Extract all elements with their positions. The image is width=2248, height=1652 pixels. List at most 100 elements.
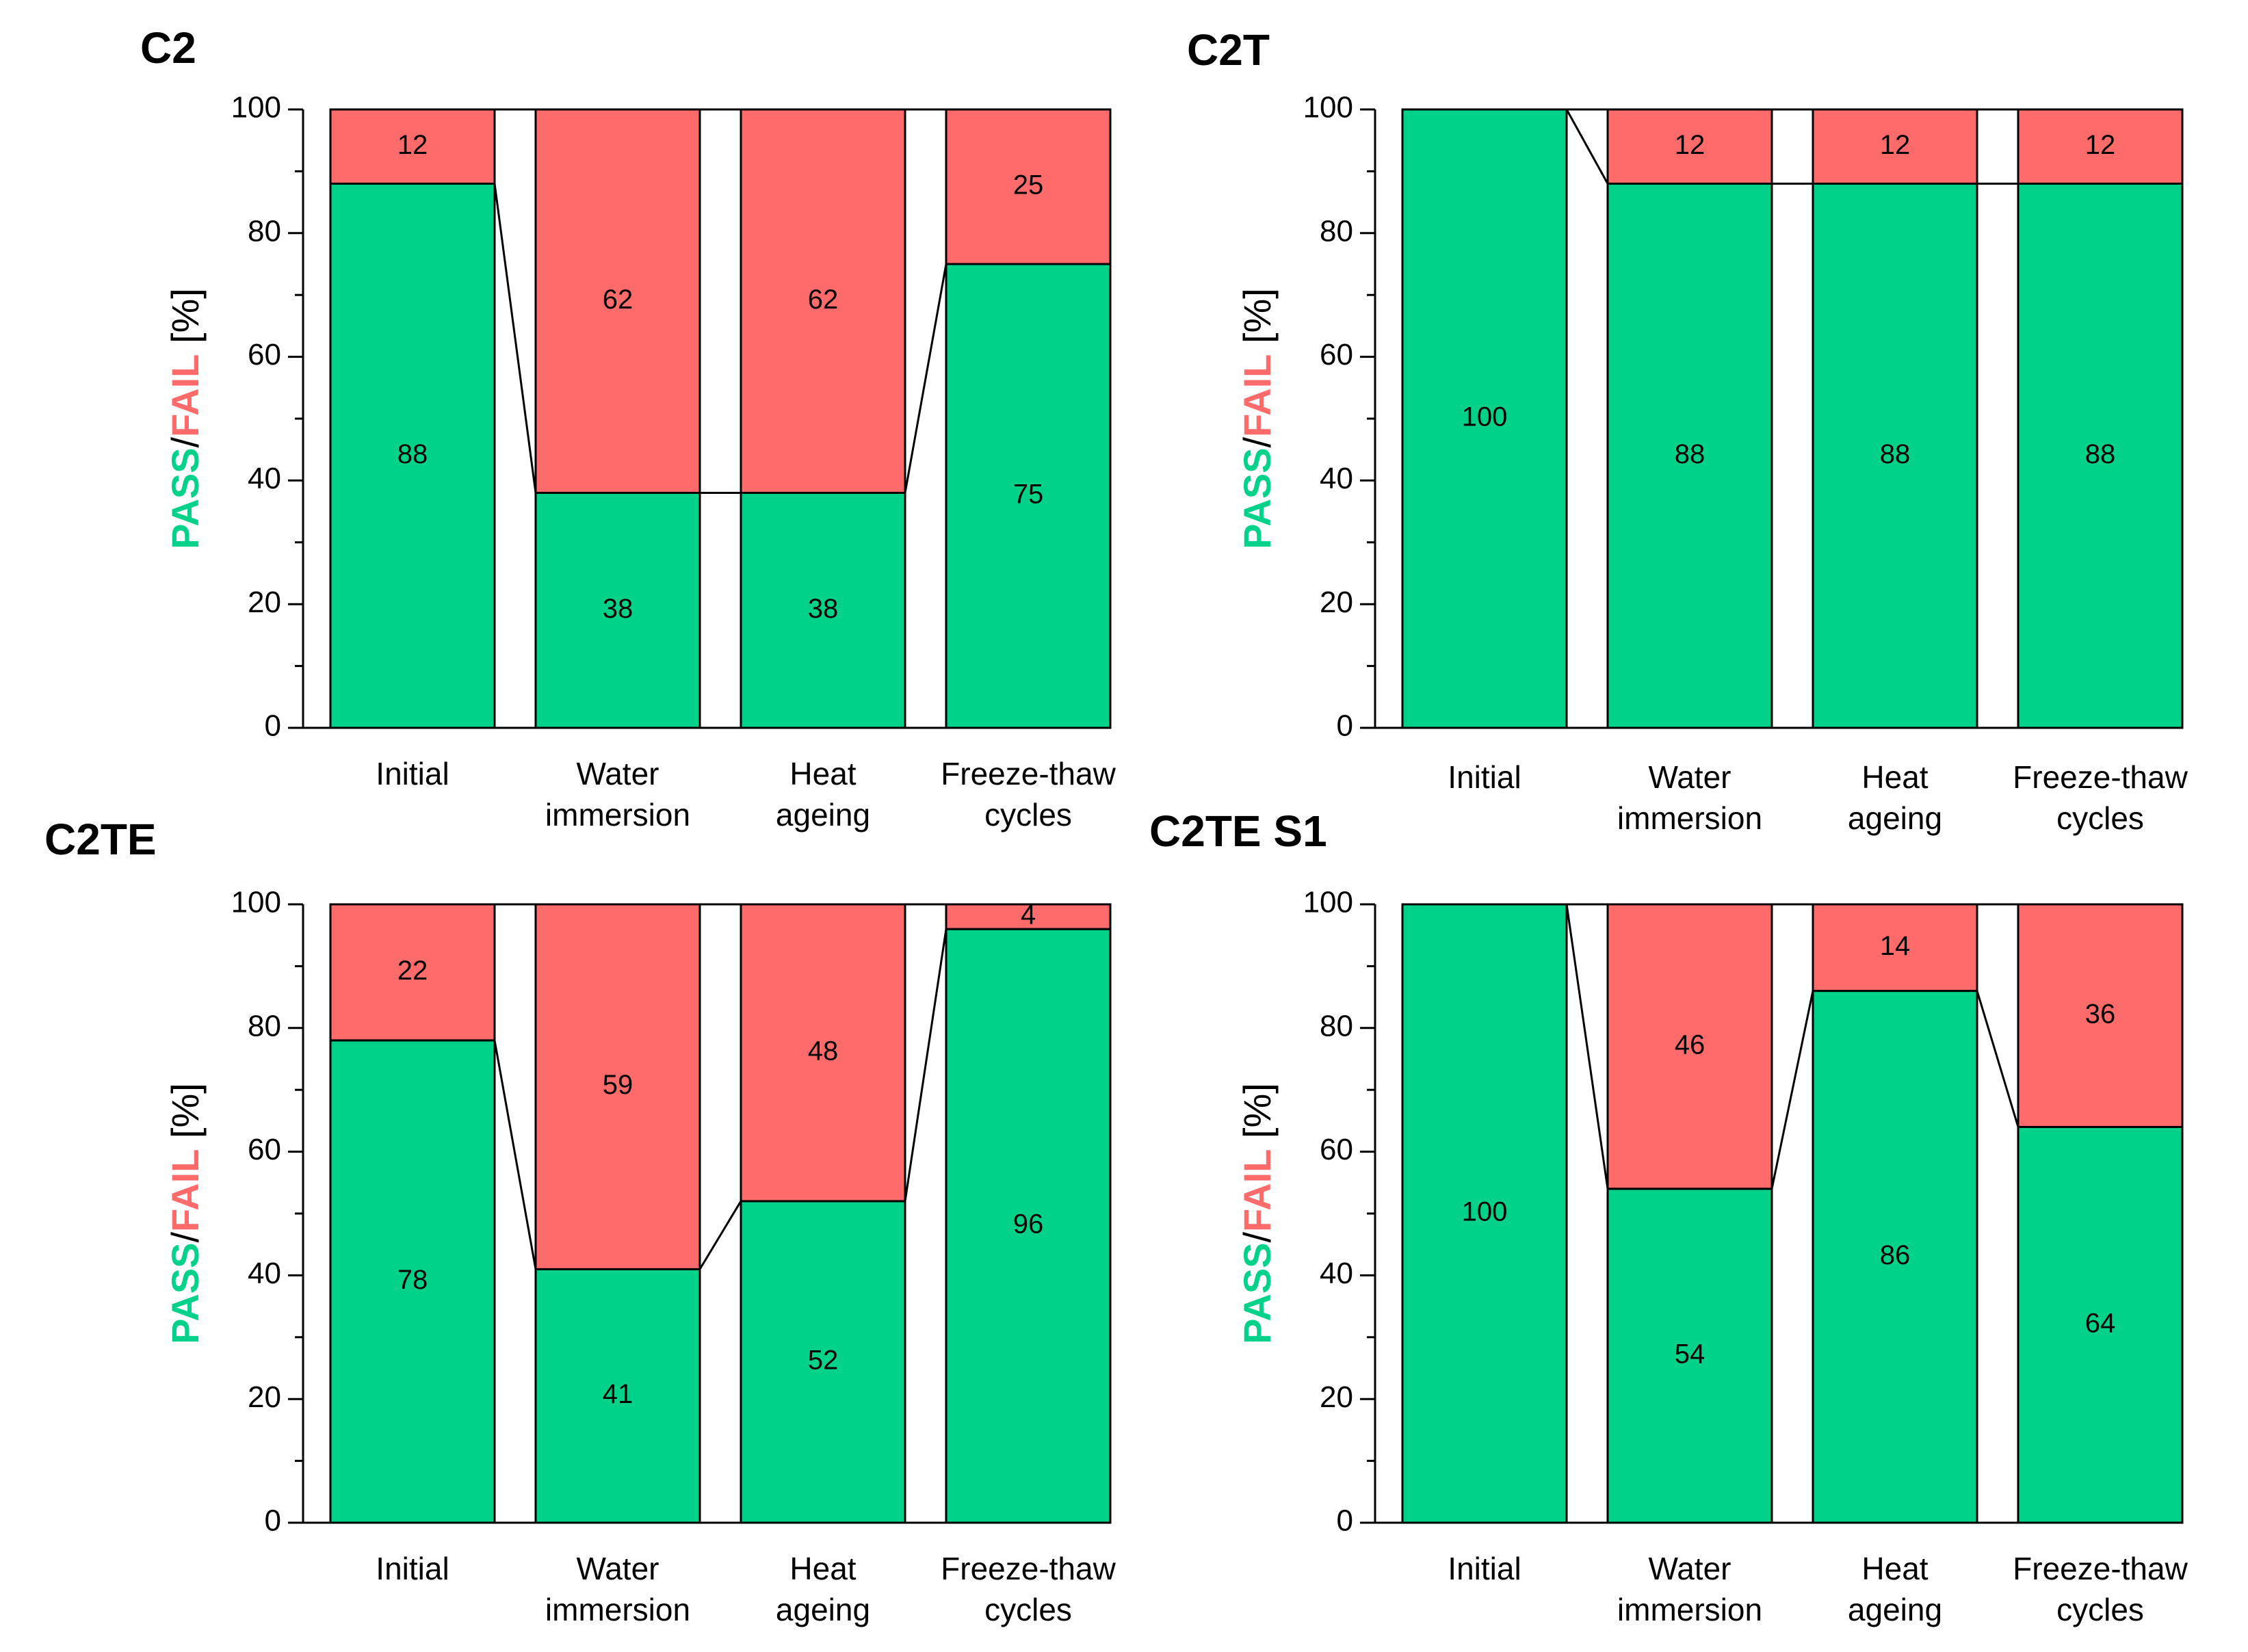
bar-label-pass: 88: [1880, 439, 1911, 469]
bar-label-pass: 38: [603, 594, 633, 624]
ylabel-fail: FAIL: [164, 354, 207, 437]
bar-label-pass: 38: [808, 594, 839, 624]
bar-pass: [329, 182, 496, 729]
y-tick-label: 40: [1320, 1257, 1353, 1290]
bar-pass: [1812, 182, 1978, 729]
connector-line: [904, 928, 947, 1202]
bar-label-fail: 22: [397, 956, 428, 986]
bar-label-fail: 46: [1675, 1030, 1705, 1060]
category-label: Initial: [1448, 1551, 1521, 1586]
panel-title: C2TE: [44, 815, 157, 864]
chart-panel-2: C2T PASS/FAIL [%] 100 Initial 88 12 Water immer…: [1187, 25, 2188, 836]
bar-pass: [2017, 182, 2184, 729]
y-axis-label: PASS/FAIL [%]: [1236, 1083, 1279, 1344]
y-tick-label: 100: [231, 886, 281, 919]
y-tick-label: 0: [265, 1504, 281, 1538]
chart-panel-3: C2TE PASS/FAIL [%] 78 22 Initial 41 59 Water imm…: [44, 815, 1116, 1627]
y-tick-label: 80: [248, 214, 281, 248]
bar-fail: [534, 903, 701, 1270]
bar-label-fail: 12: [397, 130, 428, 160]
ylabel-unit: [%]: [164, 288, 207, 354]
bar-pass: [740, 491, 906, 729]
bar-label-fail: 62: [808, 285, 839, 315]
bar-label-fail: 14: [1880, 931, 1911, 961]
bar-label-pass: 88: [2085, 439, 2116, 469]
category-label: Heat: [1861, 1551, 1928, 1586]
bar-label-fail: 4: [1021, 900, 1036, 930]
panel-title: C2: [140, 23, 196, 73]
y-tick-label: 100: [1303, 91, 1353, 124]
connector-line: [698, 1201, 742, 1270]
y-tick-label: 60: [1320, 338, 1353, 371]
y-tick-label: 20: [1320, 1380, 1353, 1414]
connector-line: [904, 263, 947, 493]
ylabel-pass: PASS: [1236, 448, 1279, 549]
bar-pass: [534, 1268, 701, 1524]
chart-panel-4: C2TE S1 PASS/FAIL [%] 100 Initial 54 46 Water i…: [1149, 807, 2188, 1627]
ylabel-fail: FAIL: [1236, 354, 1279, 437]
category-label: Initial: [376, 1551, 449, 1586]
bar-fail: [1606, 903, 1773, 1190]
category-label: ageing: [1848, 800, 1942, 836]
category-label: Freeze-thaw: [2013, 1551, 2188, 1586]
connector-line: [1976, 991, 2020, 1127]
category-label: cycles: [2056, 800, 2144, 836]
bar-label-fail: 12: [1880, 130, 1911, 160]
bar-fail: [2017, 903, 2184, 1128]
y-tick-label: 80: [248, 1009, 281, 1043]
category-label: immersion: [1617, 800, 1762, 836]
bar-fail: [329, 903, 496, 1042]
category-label: Initial: [1448, 759, 1521, 795]
y-tick-label: 40: [248, 1257, 281, 1290]
y-tick-label: 0: [1337, 709, 1353, 743]
bar-label-pass: 96: [1013, 1209, 1044, 1240]
ylabel-unit: [%]: [1236, 288, 1279, 354]
bar-fail: [740, 903, 906, 1203]
category-label: ageing: [1848, 1592, 1942, 1627]
bar-label-fail: 36: [2085, 999, 2116, 1029]
panel-title: C2TE S1: [1149, 807, 1327, 856]
y-tick-label: 80: [1320, 1009, 1353, 1043]
bar-label-fail: 48: [808, 1036, 839, 1066]
category-label: cycles: [984, 1592, 1072, 1627]
category-label: ageing: [776, 797, 870, 832]
category-label: immersion: [545, 1592, 690, 1627]
y-tick-label: 20: [1320, 586, 1353, 619]
bar-fail: [740, 108, 906, 494]
bar-label-pass: 52: [808, 1346, 839, 1376]
category-label: Freeze-thaw: [941, 1551, 1116, 1586]
bar-pass: [1812, 990, 1978, 1524]
ylabel-unit: [%]: [164, 1083, 207, 1149]
bar-label-pass: 100: [1462, 1197, 1508, 1227]
bar-label-fail: 62: [603, 285, 633, 315]
y-tick-label: 0: [1337, 1504, 1353, 1538]
bar-label-fail: 12: [2085, 130, 2116, 160]
ylabel-sep: /: [164, 437, 207, 448]
y-tick-label: 100: [231, 91, 281, 124]
bar-fail: [329, 108, 496, 185]
y-axis-label: PASS/FAIL [%]: [164, 288, 207, 549]
category-label: Water: [577, 756, 659, 791]
ylabel-unit: [%]: [1236, 1083, 1279, 1149]
y-tick-label: 20: [248, 1380, 281, 1414]
panel-title: C2T: [1187, 25, 1270, 75]
connector-line: [1770, 991, 1814, 1190]
bar-fail: [1606, 108, 1773, 185]
y-tick-label: 100: [1303, 886, 1353, 919]
category-label: Water: [577, 1551, 659, 1586]
bar-fail: [1812, 903, 1978, 993]
ylabel-fail: FAIL: [164, 1149, 207, 1232]
category-label: immersion: [1617, 1592, 1762, 1627]
ylabel-pass: PASS: [1236, 1243, 1279, 1344]
bar-pass: [1606, 1188, 1773, 1524]
ylabel-pass: PASS: [164, 1243, 207, 1344]
bar-label-pass: 100: [1462, 402, 1508, 432]
y-tick-label: 60: [1320, 1133, 1353, 1166]
bar-pass: [329, 1039, 496, 1524]
bar-fail: [534, 108, 701, 494]
bar-label-pass: 86: [1880, 1240, 1911, 1270]
bar-label-fail: 25: [1013, 170, 1044, 200]
ylabel-sep: /: [1236, 437, 1279, 448]
bar-label-pass: 88: [397, 439, 428, 469]
bar-label-fail: 12: [1675, 130, 1705, 160]
